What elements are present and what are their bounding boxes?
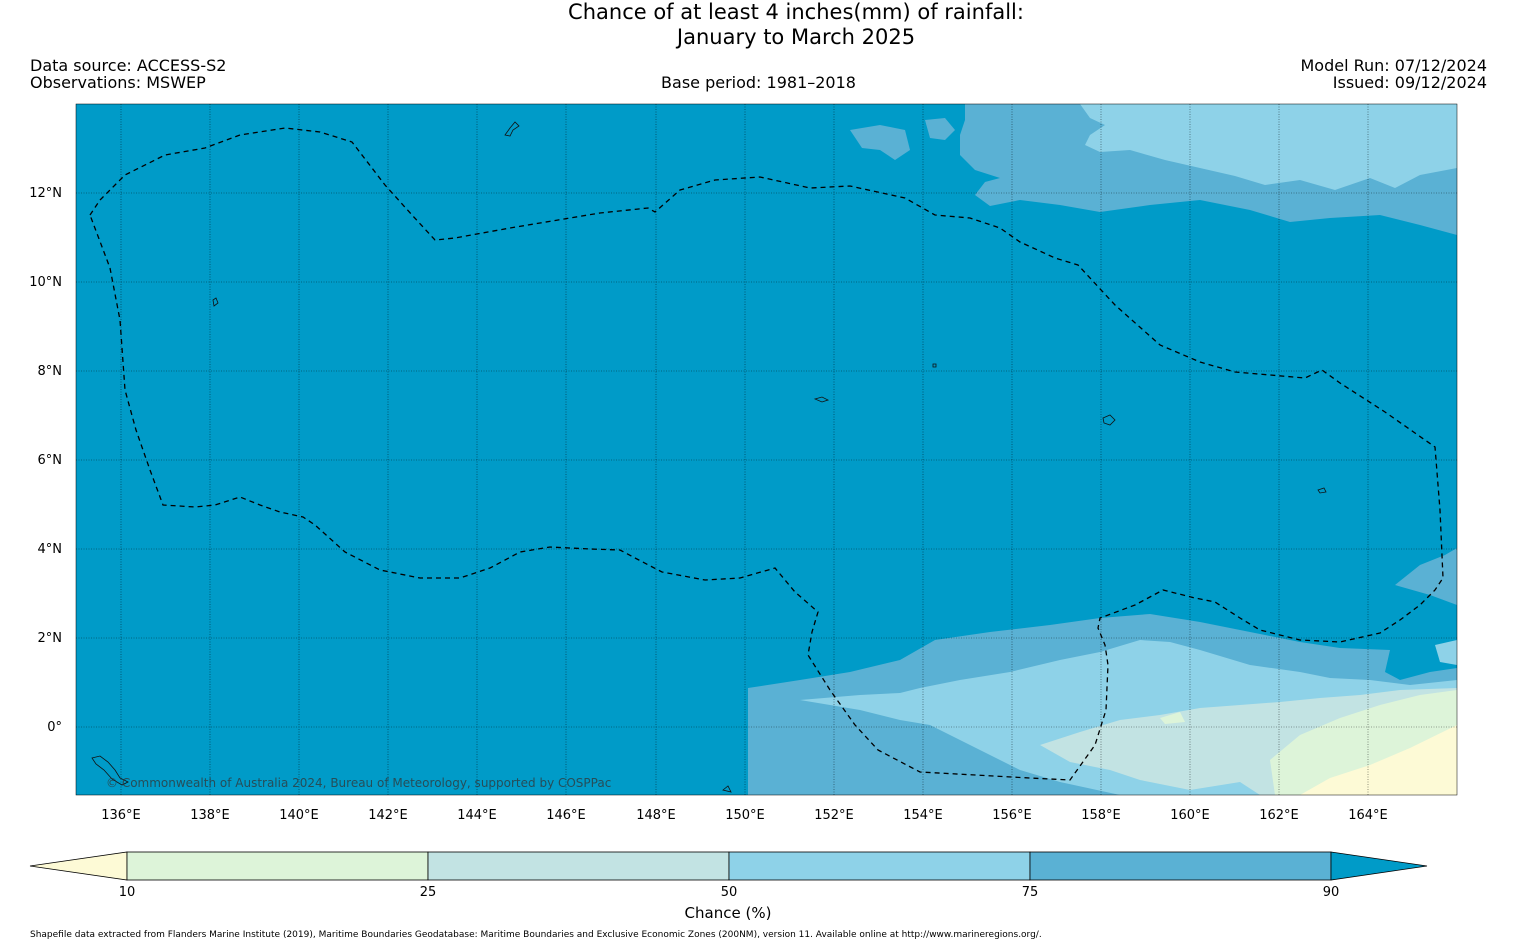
shapefile-note: Shapefile data extracted from Flanders M… — [30, 930, 1042, 940]
colorbar-tick: 10 — [119, 885, 136, 900]
lon-label: 154°E — [903, 808, 943, 823]
data-source-label: Data source: ACCESS-S2 — [30, 56, 227, 75]
region-75-90-north-patch2 — [925, 118, 955, 140]
colorbar-tick: 75 — [1022, 885, 1039, 900]
lon-label: 138°E — [190, 808, 230, 823]
issued-label: Issued: 09/12/2024 — [1332, 73, 1487, 92]
colorbar-tick: 25 — [420, 885, 437, 900]
region-75-90-east-patch — [1395, 548, 1457, 605]
colorbar-label: Chance (%) — [685, 904, 772, 922]
eez-boundary — [89, 127, 1444, 781]
lat-label: 2°N — [38, 631, 63, 646]
colorbar — [29, 851, 1428, 881]
lon-label: 146°E — [546, 808, 586, 823]
model-run-label: Model Run: 07/12/2024 — [1300, 56, 1488, 75]
header-right: Model Run: 07/12/2024 Issued: 09/12/2024 — [1301, 57, 1488, 91]
lon-label: 136°E — [101, 808, 141, 823]
colorbar-25-50 — [427, 851, 730, 881]
attribution-text: © Commonwealth of Australia 2024, Bureau… — [106, 776, 611, 790]
lat-labels: 12°N 10°N 8°N 6°N 4°N 2°N 0° — [29, 186, 62, 735]
header-left: Data source: ACCESS-S2 Observations: MSW… — [30, 57, 226, 91]
region-75-90-north-patch — [850, 125, 910, 160]
islands — [91, 121, 1327, 793]
colorbar-75-90 — [1029, 851, 1332, 881]
lat-label: 10°N — [29, 275, 62, 290]
lon-label: 162°E — [1259, 808, 1299, 823]
lat-label: 4°N — [38, 542, 63, 557]
lon-label: 142°E — [368, 808, 408, 823]
lat-label: 6°N — [38, 453, 63, 468]
graticule — [76, 104, 1457, 795]
lon-label: 140°E — [279, 808, 319, 823]
lon-label: 152°E — [814, 808, 854, 823]
region-50-75-east-patch — [1435, 640, 1457, 665]
colorbar-tick: 50 — [721, 885, 738, 900]
region-below-10 — [1300, 725, 1457, 795]
map-plot-area: © Commonwealth of Australia 2024, Bureau… — [76, 104, 1457, 795]
lon-label: 150°E — [725, 808, 765, 823]
lon-label: 160°E — [1170, 808, 1210, 823]
map-title-line1: Chance of at least 4 inches(mm) of rainf… — [568, 0, 1024, 24]
colorbar-above-90 — [1330, 851, 1428, 881]
map-title: Chance of at least 4 inches(mm) of rainf… — [0, 0, 1517, 50]
map-frame — [75, 103, 1458, 796]
colorbar-below-10 — [29, 851, 128, 881]
colorbar-tick: 90 — [1323, 885, 1340, 900]
lon-label: 156°E — [992, 808, 1032, 823]
observations-label: Observations: MSWEP — [30, 73, 206, 92]
map-title-line2: January to March 2025 — [676, 25, 916, 49]
lat-label: 12°N — [29, 186, 62, 201]
lon-label: 148°E — [636, 808, 676, 823]
colorbar-10-25 — [126, 851, 429, 881]
region-50-75-north — [1080, 104, 1457, 190]
lon-labels: 136°E 138°E 140°E 142°E 144°E 146°E 148°… — [101, 808, 1388, 823]
colorbar-ticks: 10 25 50 75 90 — [119, 885, 1340, 900]
colorbar-50-75 — [728, 851, 1031, 881]
lon-label: 158°E — [1081, 808, 1121, 823]
region-10-25-patch — [1160, 712, 1185, 724]
lat-label: 8°N — [38, 364, 63, 379]
lon-label: 144°E — [457, 808, 497, 823]
lat-label: 0° — [47, 720, 62, 735]
base-period-label: Base period: 1981–2018 — [661, 73, 856, 92]
lon-label: 164°E — [1348, 808, 1388, 823]
